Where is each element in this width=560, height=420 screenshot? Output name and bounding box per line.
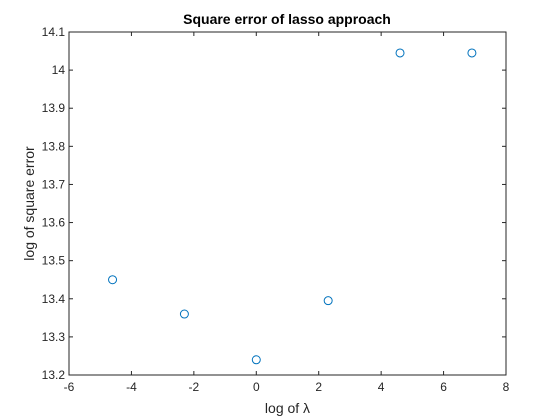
x-axis-ticks: -6 -4 -2 0 2 4 6 8: [64, 32, 510, 394]
x-tick-label: 6: [440, 380, 447, 394]
axes: [68, 31, 507, 376]
x-tick-label: 8: [503, 380, 510, 394]
x-tick-label: -2: [189, 380, 200, 394]
x-tick-label: 4: [378, 380, 385, 394]
data-points: [108, 48, 477, 365]
y-axis-label: log of square error: [21, 146, 37, 261]
y-tick-label: 13.8: [42, 139, 66, 153]
y-tick-label: 13.4: [42, 292, 66, 306]
y-tick-label: 13.9: [42, 101, 66, 115]
data-point: [323, 296, 333, 306]
data-point: [467, 48, 477, 58]
data-point: [251, 355, 261, 365]
data-point: [395, 48, 405, 58]
data-point: [108, 275, 118, 285]
y-axis-ticks: 13.2 13.3 13.4 13.5 13.6 13.7 13.8 13.9 14 14.1: [42, 25, 506, 382]
x-tick-label: 0: [253, 380, 260, 394]
x-tick-label: -6: [64, 380, 75, 394]
y-tick-label: 13.3: [42, 330, 66, 344]
y-tick-label: 14: [52, 63, 66, 77]
x-tick-label: -4: [126, 380, 137, 394]
y-tick-label: 13.6: [42, 216, 66, 230]
y-tick-label: 13.7: [42, 177, 66, 191]
plot-area-frame: [68, 31, 507, 376]
chart-title: Square error of lasso approach: [183, 11, 391, 27]
data-point: [179, 309, 189, 319]
y-tick-label: 14.1: [42, 25, 66, 39]
x-axis-label: log of λ: [265, 400, 310, 416]
x-tick-label: 2: [315, 380, 322, 394]
y-tick-label: 13.2: [42, 368, 66, 382]
y-tick-label: 13.5: [42, 254, 66, 268]
